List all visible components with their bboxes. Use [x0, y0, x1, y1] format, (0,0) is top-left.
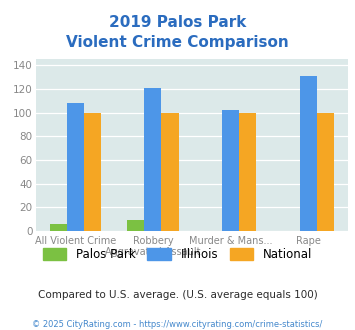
Text: © 2025 CityRating.com - https://www.cityrating.com/crime-statistics/: © 2025 CityRating.com - https://www.city…: [32, 320, 323, 329]
Bar: [67, 103, 84, 231]
Bar: [300, 76, 317, 231]
Text: Violent Crime Comparison: Violent Crime Comparison: [66, 35, 289, 50]
Bar: [162, 113, 179, 231]
Bar: [127, 220, 144, 231]
Legend: Palos Park, Illinois, National: Palos Park, Illinois, National: [39, 245, 316, 265]
Bar: [84, 113, 101, 231]
Bar: [144, 88, 162, 231]
Bar: [317, 113, 334, 231]
Text: Compared to U.S. average. (U.S. average equals 100): Compared to U.S. average. (U.S. average …: [38, 290, 317, 300]
Text: 2019 Palos Park: 2019 Palos Park: [109, 15, 246, 30]
Bar: [239, 113, 256, 231]
Bar: [50, 224, 67, 231]
Bar: [222, 110, 239, 231]
